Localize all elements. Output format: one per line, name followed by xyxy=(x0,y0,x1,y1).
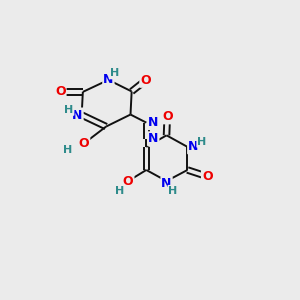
Text: O: O xyxy=(79,137,89,150)
Text: O: O xyxy=(123,175,134,188)
Text: N: N xyxy=(103,74,114,86)
Text: O: O xyxy=(202,170,212,183)
Text: H: H xyxy=(64,105,74,115)
Text: O: O xyxy=(55,85,66,98)
Text: N: N xyxy=(188,140,199,153)
Text: H: H xyxy=(168,186,178,196)
Text: O: O xyxy=(140,74,151,87)
Text: H: H xyxy=(197,137,206,147)
Text: H: H xyxy=(63,145,72,155)
Text: N: N xyxy=(161,177,172,190)
Text: H: H xyxy=(110,68,119,78)
Text: H: H xyxy=(116,186,125,196)
Text: N: N xyxy=(148,116,158,129)
Text: O: O xyxy=(162,110,172,123)
Text: N: N xyxy=(148,132,158,145)
Text: N: N xyxy=(72,109,83,122)
